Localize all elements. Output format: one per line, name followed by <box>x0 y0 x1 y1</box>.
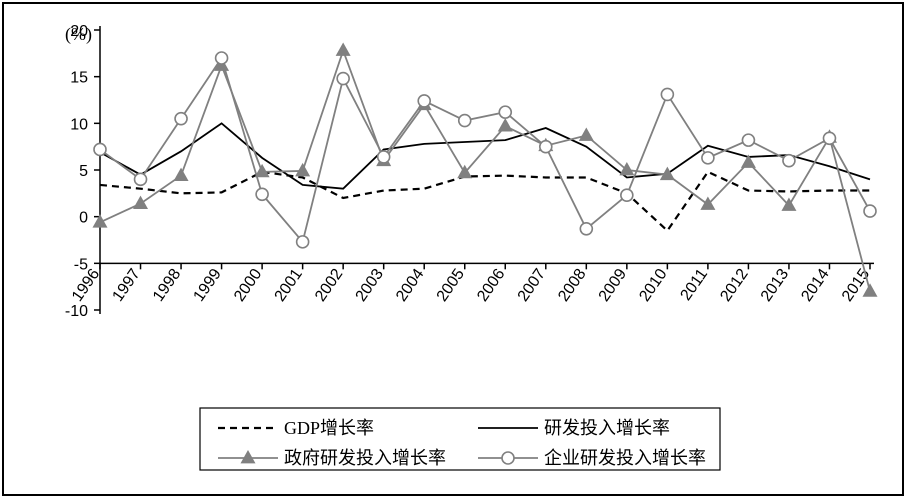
series-marker-corp_rd <box>378 151 390 163</box>
x-tick-label: 2006 <box>474 266 508 305</box>
series-line-gdp <box>100 172 870 231</box>
series-marker-corp_rd <box>94 143 106 155</box>
y-tick-label: 20 <box>70 23 88 40</box>
series-marker-corp_rd <box>783 155 795 167</box>
legend-marker-gov_rd <box>241 451 254 463</box>
y-tick-label: 10 <box>70 116 88 133</box>
x-tick-label: 1998 <box>150 266 184 305</box>
series-marker-gov_rd <box>255 165 268 177</box>
series-marker-gov_rd <box>499 119 512 131</box>
legend-label-rd_total: 研发投入增长率 <box>544 418 670 438</box>
series-marker-corp_rd <box>297 236 309 248</box>
y-tick-label: 0 <box>79 210 88 227</box>
legend-label-gov_rd: 政府研发投入增长率 <box>284 448 446 468</box>
legend-label-gdp: GDP增长率 <box>284 418 374 438</box>
y-tick-label: 15 <box>70 70 88 87</box>
series-marker-gov_rd <box>296 164 309 176</box>
series-line-rd_total <box>100 123 870 188</box>
series-marker-corp_rd <box>337 73 349 85</box>
x-tick-label: 2004 <box>393 266 427 305</box>
x-tick-label: 2005 <box>434 266 468 305</box>
x-tick-label: 1999 <box>191 266 225 305</box>
chart-canvas: (%)-10-505101520199619971998199920002001… <box>0 0 908 500</box>
series-marker-corp_rd <box>661 88 673 100</box>
x-tick-label: 2012 <box>717 266 751 305</box>
series-marker-gov_rd <box>134 197 147 209</box>
series-marker-corp_rd <box>216 52 228 64</box>
x-tick-label: 2014 <box>798 266 832 305</box>
legend-marker-corp_rd <box>502 452 514 464</box>
series-marker-corp_rd <box>580 223 592 235</box>
series-marker-corp_rd <box>864 205 876 217</box>
series-marker-corp_rd <box>823 132 835 144</box>
series-marker-corp_rd <box>702 152 714 164</box>
series-marker-gov_rd <box>174 169 187 181</box>
y-tick-label: 5 <box>79 163 88 180</box>
x-tick-label: 2008 <box>555 266 589 305</box>
x-tick-label: 2001 <box>272 266 306 305</box>
series-marker-corp_rd <box>742 134 754 146</box>
x-tick-label: 2013 <box>758 266 792 305</box>
x-tick-label: 2010 <box>636 266 670 305</box>
series-marker-corp_rd <box>135 173 147 185</box>
series-line-gov_rd <box>100 51 870 292</box>
series-marker-gov_rd <box>337 44 350 56</box>
x-tick-label: 2009 <box>596 266 630 305</box>
series-marker-gov_rd <box>580 128 593 140</box>
x-tick-label: 2000 <box>231 266 265 305</box>
series-marker-corp_rd <box>540 141 552 153</box>
legend-label-corp_rd: 企业研发投入增长率 <box>544 448 706 468</box>
x-tick-label: 2007 <box>515 266 549 305</box>
x-tick-label: 2002 <box>312 266 346 305</box>
series-marker-gov_rd <box>620 163 633 175</box>
x-tick-label: 2003 <box>353 266 387 305</box>
y-tick-label: -10 <box>65 303 88 320</box>
series-marker-corp_rd <box>175 113 187 125</box>
x-tick-label: 2011 <box>678 266 712 304</box>
series-marker-corp_rd <box>499 106 511 118</box>
series-marker-corp_rd <box>459 115 471 127</box>
series-marker-corp_rd <box>418 95 430 107</box>
x-tick-label: 1997 <box>109 266 143 305</box>
series-marker-corp_rd <box>621 189 633 201</box>
series-marker-corp_rd <box>256 188 268 200</box>
